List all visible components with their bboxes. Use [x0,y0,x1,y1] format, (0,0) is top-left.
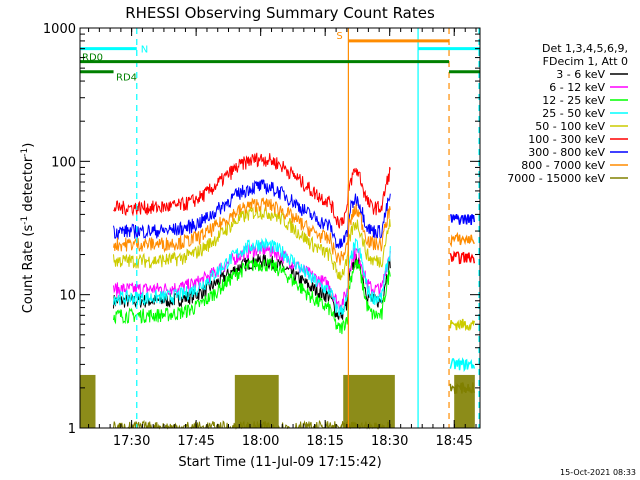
flag-layer: N S RD0 RD4 [80,28,480,428]
x-tick-label-4: 18:30 [371,434,408,449]
series-line-6 [113,179,391,249]
y-tick-label-0: 1 [68,422,76,437]
plot-frame [79,27,481,429]
series-after-7 [449,231,475,248]
attenuator-burst-1 [234,374,279,428]
legend-label-8: 7000 - 15000 keV [507,172,605,185]
series-after-5 [449,250,476,265]
series-line-2 [113,257,391,335]
legend-label-2: 12 - 25 keV [542,94,605,107]
series-after-4 [449,318,476,332]
legend-label-1: 6 - 12 keV [549,81,605,94]
y-tick-label-1: 10 [59,289,76,304]
y-label-part2: detector [21,156,36,216]
x-tick-label-0: 17:30 [113,434,150,449]
flag-label-rd4: RD4 [116,73,137,84]
series-line-1 [113,240,391,311]
legend: Det 1,3,4,5,6,9, FDecim 1, Att 0 3 - 6 k… [507,42,628,185]
chart-title: RHESSI Observing Summary Count Rates [125,4,435,22]
flag-label-rd0: RD0 [82,53,103,64]
series-line-3 [113,237,391,317]
footer-timestamp: 15-Oct-2021 08:33 [560,468,636,477]
legend-label-0: 3 - 6 keV [556,68,605,81]
flag-label-s: S [336,31,342,42]
series-after-3 [449,357,476,373]
y-label-sup2: -1 [20,148,30,157]
y-label-sup1: -1 [20,216,30,225]
legend-header-line1: Det 1,3,4,5,6,9, [542,42,628,55]
attenuator-burst-2 [343,374,395,428]
y-axis-label: Count Rate (s-1 detector-1) [20,143,36,314]
y-label-part3: ) [21,143,36,148]
series-line-7 [113,197,391,266]
y-tick-label-2: 100 [51,155,76,170]
legend-label-4: 50 - 100 keV [535,120,605,133]
flag-label-n: N [141,45,148,56]
x-tick-label-5: 18:45 [435,434,472,449]
series-layer [80,152,476,430]
legend-label-7: 800 - 7000 keV [521,159,605,172]
attenuator-burst-3 [454,374,475,428]
series-line-4 [113,205,391,281]
legend-header-line2: FDecim 1, Att 0 [543,55,628,68]
series-line-5 [113,152,391,229]
series-after-6 [449,213,476,225]
x-tick-label-1: 17:45 [177,434,214,449]
y-tick-label-3: 1000 [43,22,76,37]
legend-label-6: 300 - 800 keV [528,146,605,159]
x-tick-label-3: 18:15 [306,434,343,449]
legend-label-3: 25 - 50 keV [542,107,605,120]
y-label-part1: Count Rate (s [21,225,36,314]
axis-layer: 17:30 17:45 18:00 18:15 18:30 18:45 1 10 100 1000 [43,22,480,449]
x-tick-label-2: 18:00 [242,434,279,449]
x-axis-label: Start Time (11-Jul-09 17:15:42) [178,455,381,470]
legend-label-5: 100 - 300 keV [528,133,605,146]
attenuator-burst-0 [80,374,96,428]
